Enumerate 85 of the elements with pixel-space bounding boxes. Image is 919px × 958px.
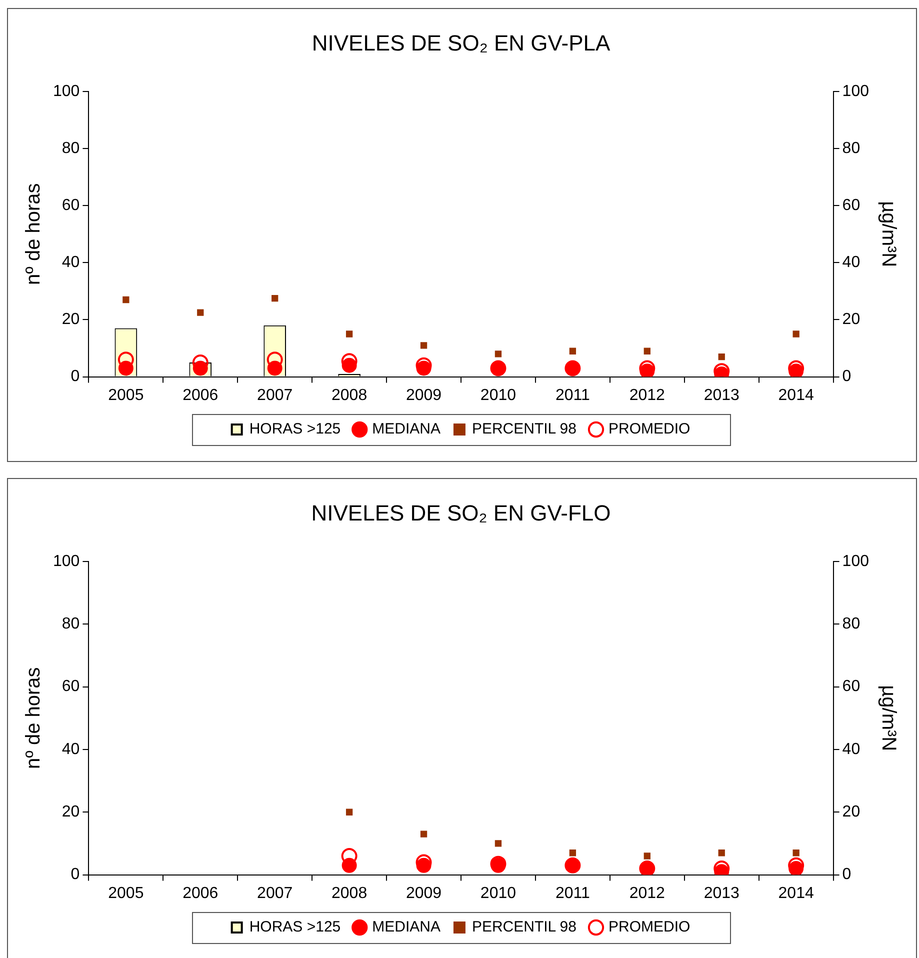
y2-tick-label: 20 xyxy=(842,311,860,328)
x-tick-label: 2009 xyxy=(406,884,442,902)
point xyxy=(788,861,804,875)
y-tick-label: 20 xyxy=(62,311,80,328)
y2-tick-label: 40 xyxy=(842,254,860,272)
y-axis-title: nº de horas xyxy=(22,667,45,770)
x-tick-label: 2013 xyxy=(704,884,740,902)
x-tick-label: 2005 xyxy=(108,386,144,404)
x-tick-label: 2011 xyxy=(555,884,590,902)
legend-label: MEDIANA xyxy=(372,918,440,936)
point xyxy=(644,348,650,354)
x-tick-label: 2008 xyxy=(332,884,368,902)
legend-label: HORAS >125 xyxy=(249,420,341,438)
point xyxy=(569,850,576,856)
x-tick-label: 2007 xyxy=(257,884,293,902)
legend-label: MEDIANA xyxy=(372,420,440,438)
point xyxy=(494,840,502,847)
chart-title: NIVELES DE SO₂ EN GV-PLA xyxy=(312,30,610,56)
y2-tick-label: 60 xyxy=(842,678,860,696)
x-tick-label: 2014 xyxy=(778,386,814,404)
point xyxy=(346,330,353,338)
x-tick-label: 2006 xyxy=(182,386,218,404)
point xyxy=(494,350,502,358)
x-tick-label: 2011 xyxy=(555,386,590,404)
point xyxy=(272,294,278,302)
point xyxy=(792,850,800,856)
legend-label: HORAS >125 xyxy=(249,918,341,936)
x-tick-label: 2010 xyxy=(480,884,516,902)
point xyxy=(122,296,130,304)
y-tick-label: 0 xyxy=(70,866,80,884)
y-tick-label: 60 xyxy=(62,678,80,696)
x-tick-label: 2007 xyxy=(257,386,293,404)
point xyxy=(792,330,800,338)
point xyxy=(416,360,432,376)
point xyxy=(342,858,357,873)
legend-label: PROMEDIO xyxy=(608,420,690,438)
x-tick-label: 2008 xyxy=(332,386,368,404)
y-tick-label: 100 xyxy=(52,82,80,100)
point xyxy=(640,364,655,377)
y2-tick-label: 40 xyxy=(842,740,860,758)
y2-tick-label: 0 xyxy=(842,368,852,386)
point xyxy=(192,360,208,376)
point xyxy=(788,364,804,377)
point xyxy=(267,360,282,376)
point xyxy=(420,342,428,349)
y-tick-label: 40 xyxy=(62,740,80,758)
point xyxy=(416,858,432,873)
y-tick-label: 20 xyxy=(62,804,80,821)
y-tick-label: 100 xyxy=(52,552,80,570)
point xyxy=(118,360,134,376)
x-tick-label: 2006 xyxy=(182,884,218,902)
point xyxy=(718,353,725,360)
x-tick-label: 2010 xyxy=(480,386,516,404)
y-tick-label: 80 xyxy=(62,140,80,157)
point xyxy=(569,348,576,354)
y2-tick-label: 60 xyxy=(842,196,860,214)
point xyxy=(197,309,204,316)
y-axis-title: nº de horas xyxy=(22,183,45,286)
y2-tick-label: 100 xyxy=(842,82,870,100)
legend-label: PERCENTIL 98 xyxy=(472,918,576,936)
y2-axis-title: µg/m³N xyxy=(877,685,900,752)
x-tick-label: 2005 xyxy=(108,884,144,902)
y-tick-label: 80 xyxy=(62,615,80,632)
y2-tick-label: 100 xyxy=(842,552,870,570)
y2-tick-label: 80 xyxy=(842,615,860,632)
x-tick-label: 2009 xyxy=(406,386,442,404)
x-tick-label: 2012 xyxy=(629,386,666,404)
point xyxy=(644,852,650,860)
y2-tick-label: 0 xyxy=(842,866,852,884)
point xyxy=(342,358,357,373)
point xyxy=(346,808,353,816)
point xyxy=(420,830,428,838)
y-tick-label: 60 xyxy=(62,196,80,214)
legend-label: PROMEDIO xyxy=(608,918,690,936)
y2-tick-label: 20 xyxy=(842,804,860,821)
y2-tick-label: 80 xyxy=(842,140,860,157)
y-tick-label: 40 xyxy=(62,254,80,272)
x-tick-label: 2014 xyxy=(778,884,814,902)
chart-title: NIVELES DE SO₂ EN GV-FLO xyxy=(311,500,611,526)
point xyxy=(718,850,725,856)
legend-label: PERCENTIL 98 xyxy=(472,420,576,438)
y2-axis-title: µg/m³N xyxy=(877,201,900,268)
x-tick-label: 2012 xyxy=(629,884,666,902)
y-tick-label: 0 xyxy=(70,368,80,386)
x-tick-label: 2013 xyxy=(704,386,740,404)
